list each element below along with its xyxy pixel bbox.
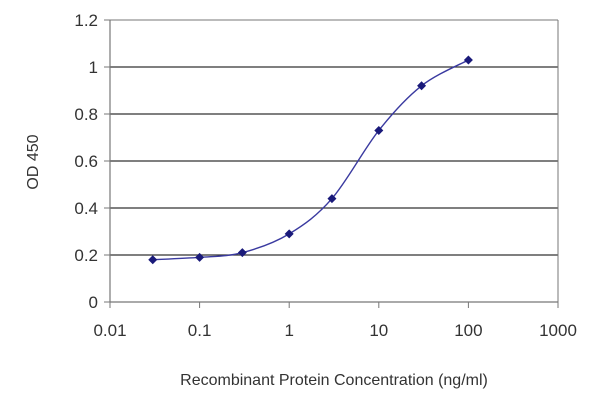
y-tick-labels: 0 0.2 0.4 0.6 0.8 1 1.2 [74,11,98,312]
series-layer [148,55,473,265]
data-point [417,81,427,91]
y-tick-label: 0.6 [74,152,98,171]
y-tick-label: 0 [89,293,98,312]
y-tick-label: 0.4 [74,199,98,218]
x-tick-label: 100 [454,321,482,340]
x-tick-label: 10 [369,321,388,340]
x-tick-label: 1000 [539,321,577,340]
axes [104,19,559,308]
data-point [284,229,294,239]
x-tick-label: 1 [284,321,293,340]
y-tick-label: 0.8 [74,105,98,124]
data-point [327,194,337,204]
y-tick-label: 1.2 [74,11,98,30]
data-point [237,248,247,258]
x-tick-labels: 0.01 0.1 1 10 100 1000 [93,321,576,340]
y-tick-label: 1 [89,58,98,77]
grid-lines [110,66,558,256]
series-line [152,59,469,261]
data-point [148,255,158,265]
x-axis-title: Recombinant Protein Concentration (ng/ml… [180,372,488,389]
data-point [195,252,205,262]
data-point [374,125,384,135]
data-point [463,55,473,65]
x-tick-label: 0.1 [188,321,212,340]
y-tick-label: 0.2 [74,246,98,265]
y-axis-title: OD 450 [25,134,42,189]
x-tick-label: 0.01 [93,321,126,340]
